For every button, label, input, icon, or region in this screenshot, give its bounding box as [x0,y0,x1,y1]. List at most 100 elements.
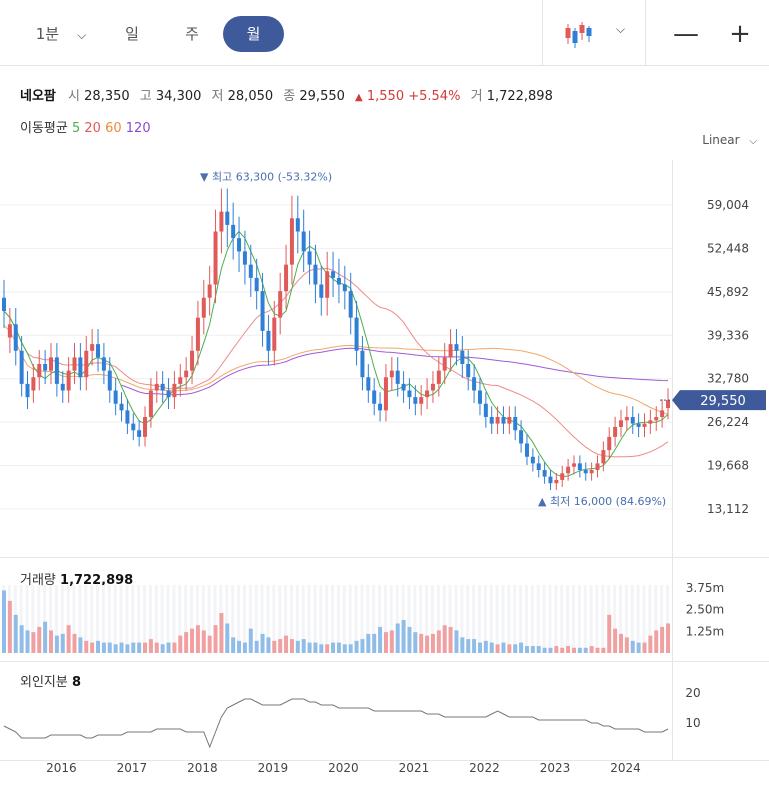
candle-body [589,469,594,474]
candle-body [366,377,371,391]
volume-bg-stripe [560,585,564,653]
volume-bar [366,633,371,653]
candle-body [554,479,559,484]
tab-minute[interactable]: 1분 ⌵ [22,16,100,52]
candle-body [107,370,112,391]
price-tick-label: 59,004 [707,198,749,212]
volume-bg-stripe [536,585,540,653]
volume-bar [184,632,189,653]
price-tick-label: 39,336 [707,328,749,342]
volume-bar [119,642,124,653]
volume-bar [489,642,494,653]
tab-day[interactable]: 일 [125,25,139,43]
volume-bg-stripe [148,585,152,653]
candle-body [401,383,406,391]
volume-bar [148,639,153,653]
volume-bar [84,640,89,653]
candle-body [660,410,665,418]
volume-bar [295,640,300,653]
tab-month[interactable]: 월 [223,16,284,52]
candle-body [395,370,400,384]
candle-body [360,350,365,378]
volume-bar [207,635,212,653]
toolbar-divider [542,0,543,66]
volume-bg-stripe [266,585,270,653]
volume-bg-stripe [37,585,41,653]
volume-bg-stripe [49,585,53,653]
volume-bar [66,625,71,653]
volume-bg-stripe [101,585,105,653]
volume-bg-stripe [195,585,199,653]
candle-body [331,271,336,278]
volume-bg-stripe [466,585,470,653]
volume-bg-stripe [254,585,258,653]
volume-tick-label: 3.75m [686,581,724,595]
candlestick-icon [565,22,592,48]
price-tick-label: 52,448 [707,241,749,255]
volume-bg-stripe [501,585,505,653]
volume-bg-stripe [348,585,352,653]
volume-bar [466,639,471,653]
current-price-tag [672,390,766,411]
volume-bar [460,637,465,653]
x-axis-year-label: 2024 [610,761,641,775]
volume-bg-stripe [237,585,241,653]
candle-body [60,383,65,391]
volume-value: 1,722,898 [486,89,553,104]
candle-body [542,469,547,477]
candle-body [378,403,383,411]
candle-body [31,377,36,391]
volume-bg-stripe [143,585,147,653]
volume-bg-stripe [483,585,487,653]
zoom-out-button[interactable]: — [673,19,699,49]
volume-bar [342,644,347,653]
chart-style-selector[interactable]: ⌵ [556,14,636,54]
zoom-in-button[interactable]: + [729,19,751,49]
volume-bar [395,623,400,653]
volume-bg-stripe [460,585,464,653]
volume-bar [472,639,477,653]
candle-body [213,231,218,285]
volume-bar [607,614,612,653]
volume-bg-stripe [642,585,646,653]
volume-bar [272,640,277,653]
candle-body [342,284,347,292]
volume-bar [278,639,283,653]
moving-average-legend[interactable]: 이동평균 5 20 60 120 [20,117,151,136]
volume-label: 거 [470,89,483,104]
candle-body [483,403,488,418]
ma20-line [3,267,669,458]
foreign-tick-label: 10 [685,716,700,730]
candle-body [477,390,482,404]
volume-bar [242,642,247,653]
ma-title: 이동평균 [20,121,68,136]
volume-bar [442,625,447,653]
volume-bar [25,630,30,653]
candle-body [389,370,394,378]
volume-bg-stripe [530,585,534,653]
volume-bg-stripe [201,585,205,653]
candle-body [501,417,506,424]
volume-bar [78,637,83,653]
volume-bar [501,642,506,653]
candle-body [248,264,253,278]
volume-bg-stripe [307,585,311,653]
volume-bg-stripe [489,585,493,653]
tab-week[interactable]: 주 [185,25,199,43]
candle-body [225,211,230,225]
volume-bar [195,625,200,653]
candle-body [413,397,418,404]
tab-minute-label: 1분 [35,25,60,43]
volume-bar [101,642,106,653]
scale-label: Linear [702,133,740,147]
candle-body [190,350,195,371]
volume-tick-label: 2.50m [686,603,724,617]
volume-bar [566,646,571,653]
volume-bg-stripe [78,585,82,653]
volume-bg-stripe [295,585,299,653]
foreign-panel-value: 8 [71,675,82,690]
candle-body [519,430,524,444]
volume-bg-stripe [66,585,70,653]
scale-selector[interactable]: Linear ⌵ [702,133,757,147]
